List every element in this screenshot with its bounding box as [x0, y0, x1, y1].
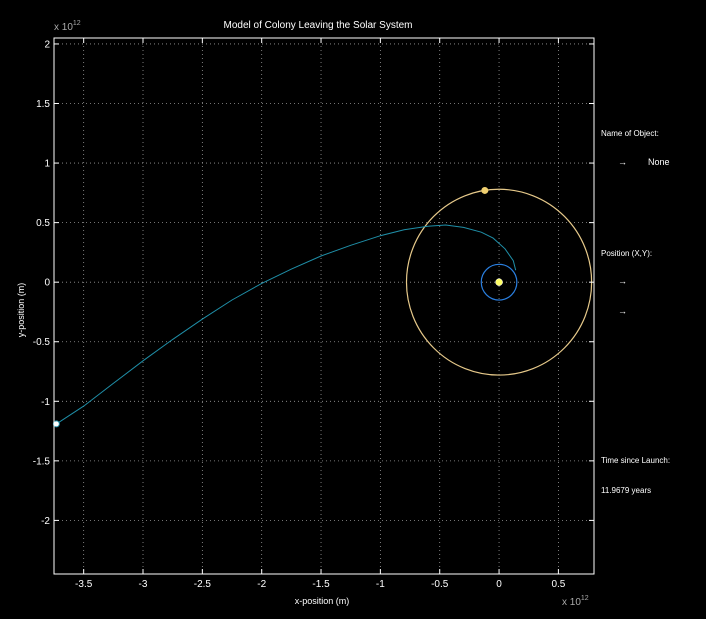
- axes-frame: [53, 37, 595, 575]
- sun-marker: [495, 278, 503, 286]
- markers: [52, 186, 503, 428]
- planet-marker: [481, 186, 489, 194]
- y-tick-label: -2: [41, 516, 50, 527]
- y-exponent-label: x 1012: [54, 20, 81, 33]
- y-tick-label: 0: [44, 278, 50, 289]
- y-tick-label: -1.5: [33, 456, 51, 467]
- object-name-arrow: →: [618, 157, 627, 167]
- y-tick-label: 1: [44, 159, 50, 170]
- x-tick-label: -3.5: [75, 579, 93, 590]
- colony-trajectory-line: [56, 224, 517, 425]
- position-y-arrow: →: [618, 306, 627, 316]
- y-tick-label: -0.5: [33, 337, 51, 348]
- position-x-arrow: →: [618, 276, 627, 286]
- y-tick-label: -1: [41, 397, 50, 408]
- y-tick-label: 2: [44, 39, 50, 50]
- x-tick-label: 0: [496, 579, 502, 590]
- x-ticks: -3.5 -3 -2.5 -2 -1.5 -1 -0.5 0 0.5: [75, 38, 566, 590]
- y-tick-label: 1.5: [36, 99, 50, 110]
- y-tick-label: 0.5: [36, 218, 50, 229]
- y-axis-label: y-position (m): [16, 283, 26, 338]
- x-tick-label: -3: [139, 579, 148, 590]
- time-since-launch-label: Time since Launch:: [601, 456, 671, 465]
- chart-title: Model of Colony Leaving the Solar System: [224, 20, 413, 31]
- time-since-launch-value: 11.9679 years: [601, 486, 652, 495]
- x-axis-label: x-position (m): [295, 596, 350, 606]
- x-exponent-label: x 1012: [562, 595, 589, 608]
- x-tick-label: -0.5: [431, 579, 449, 590]
- y-ticks: 2 1.5 1 0.5 0 -0.5 -1 -1.5 -2: [33, 39, 594, 527]
- position-label: Position (X,Y):: [601, 249, 653, 258]
- grid-lines: [54, 38, 594, 574]
- x-tick-label: -1.5: [312, 579, 330, 590]
- object-name-value: None: [648, 157, 670, 167]
- object-name-label: Name of Object:: [601, 129, 659, 138]
- colony-marker: [52, 420, 60, 428]
- x-tick-label: 0.5: [551, 579, 565, 590]
- x-tick-label: -2: [257, 579, 266, 590]
- x-tick-label: -1: [376, 579, 385, 590]
- x-tick-label: -2.5: [194, 579, 212, 590]
- inner-orbit-circle: [480, 263, 518, 301]
